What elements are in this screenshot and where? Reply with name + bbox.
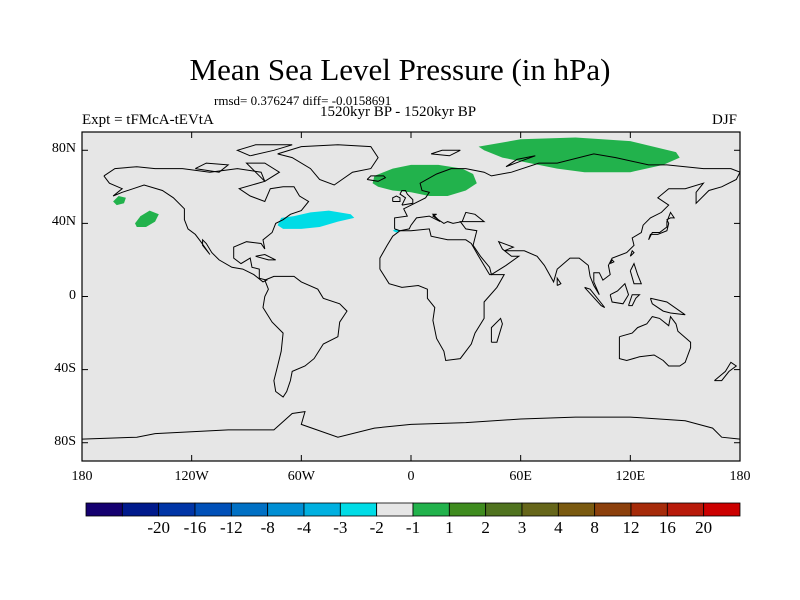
anomaly-region-siberia [478,137,680,173]
anomaly-region-north-pacific-small [113,196,126,206]
colorbar-label: -20 [147,518,170,537]
colorbar-swatch [703,502,741,517]
coastline-new-zealand [714,361,738,382]
coastline-uk [399,190,414,206]
coastline-australia [618,315,692,367]
colorbar-label: 16 [658,518,676,537]
colorbar-swatch [557,502,596,517]
rmsd-diff-stats: rmsd= 0.376247 diff= -0.0158691 [214,93,392,108]
coastline-novaya-zemlya [505,155,536,168]
colorbar-swatch [485,502,523,517]
colorbar-label: 3 [517,518,527,537]
colorbar-label: -12 [219,518,243,537]
colorbar-label: -16 [183,518,207,537]
coastlines [81,144,741,440]
x-tick-label: 60W [287,469,315,484]
x-tick-label: 60E [509,469,532,484]
coastline-eurasia [394,153,741,295]
colorbar-swatch [594,502,632,517]
coastline-taiwan [629,249,635,257]
y-tick-label: 80S [54,433,76,449]
colorbar-label: 12 [622,518,640,537]
coastline-borneo [609,282,630,305]
colorbar-label: -2 [369,518,384,537]
colorbar-swatch [158,502,196,517]
coastline-greenland [277,144,379,186]
colorbar-label: -1 [405,518,421,537]
axis-ticks [81,132,741,461]
colorbar-swatch [303,502,341,517]
colorbar-swatch [194,502,232,517]
colorbar-label: 1 [445,518,454,537]
x-tick-label: 120W [174,469,209,484]
coastline-sumatra [584,286,606,308]
colorbar-label: 4 [554,518,563,537]
experiment-label: Expt = tFMcA-tEVtA [82,112,214,128]
x-tick-label: 180 [729,469,751,484]
colorbar-swatch [85,502,123,517]
colorbar-label: -8 [260,518,275,537]
colorbar [85,502,741,517]
colorbar-label: 8 [590,518,599,537]
coastline-africa [379,228,506,362]
coastline-baffin [245,162,281,182]
colorbar-swatch [230,502,269,517]
y-tick-label: 80N [51,141,76,157]
chart-title: Mean Sea Level Pressure (in hPa) [189,52,611,87]
colorbar-label: 20 [695,518,713,537]
y-tick-label: 40N [51,214,76,230]
coastline-philippines [629,262,643,285]
colorbar-swatch [521,502,559,517]
coastline-south-america [262,275,348,398]
coastline-sri-lanka [556,276,562,286]
coastline-iceland [366,175,387,182]
period-label: 1520kyr BP - 1520kyr BP [320,104,477,120]
x-tick-label: 0 [407,469,415,484]
coastline-japan [648,211,676,241]
coastline-cuba [255,253,276,261]
coastline-antarctica [81,410,741,440]
coastline-madagascar [490,317,503,343]
colorbar-swatch [448,502,487,517]
colorbar-swatch [630,502,668,517]
coastline-svalbard [430,149,461,157]
colorbar-swatch [121,502,160,517]
colorbar-swatch [339,502,378,517]
coastline-ellesmere [235,144,293,157]
x-tick-label: 120E [615,469,646,484]
coastline-hainan [609,259,615,265]
y-tick-label: 0 [69,287,76,303]
coastline-victoria-island [195,162,230,173]
anomaly-region-north-atlantic [277,210,355,229]
colorbar-label: 2 [481,518,490,537]
colorbar-label: -3 [333,518,348,537]
anomaly-region-gulf-of-alaska [135,210,159,227]
colorbar-swatch [412,502,450,517]
colorbar-swatch [376,502,414,517]
coastline-new-guinea [649,297,686,316]
coastline-sulawesi [628,294,641,307]
coastline-north-america [103,166,310,283]
colorbar-swatch [267,502,305,517]
season-label: DJF [712,112,738,128]
y-tick-label: 40S [54,360,76,376]
coastline-ireland [392,195,401,202]
colorbar-swatch [666,502,705,517]
x-tick-label: 180 [71,469,93,484]
colorbar-label: -4 [296,518,312,537]
